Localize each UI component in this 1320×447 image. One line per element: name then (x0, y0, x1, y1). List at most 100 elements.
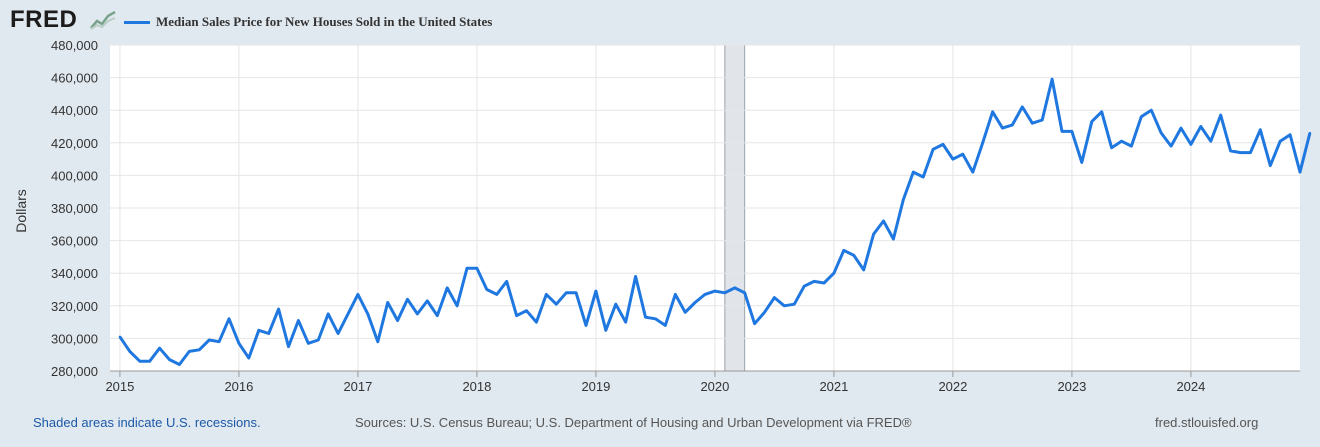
data-point[interactable] (614, 302, 617, 306)
data-point[interactable] (138, 360, 141, 363)
data-point[interactable] (1070, 130, 1074, 133)
data-point[interactable] (842, 249, 846, 252)
data-point[interactable] (1298, 170, 1302, 174)
data-point[interactable] (336, 332, 340, 335)
data-point[interactable] (892, 237, 895, 241)
data-point[interactable] (743, 291, 746, 294)
data-point[interactable] (346, 312, 350, 316)
data-point[interactable] (1021, 105, 1024, 109)
data-point[interactable] (227, 317, 231, 321)
data-point[interactable] (356, 293, 360, 296)
data-point[interactable] (971, 170, 974, 174)
data-point[interactable] (495, 293, 498, 296)
data-point[interactable] (981, 141, 984, 144)
data-point[interactable] (931, 148, 935, 151)
data-point[interactable] (535, 320, 538, 324)
data-point[interactable] (574, 291, 578, 294)
data-point[interactable] (961, 153, 965, 156)
data-point[interactable] (654, 317, 657, 321)
data-point[interactable] (376, 340, 379, 343)
data-point[interactable] (307, 342, 310, 345)
data-point[interactable] (991, 110, 994, 114)
data-point[interactable] (862, 268, 865, 272)
data-point[interactable] (644, 316, 647, 319)
data-point[interactable] (604, 329, 608, 332)
data-point[interactable] (287, 345, 290, 348)
data-point[interactable] (1110, 146, 1113, 149)
data-point[interactable] (485, 288, 489, 291)
data-point[interactable] (525, 309, 528, 312)
data-point[interactable] (1040, 118, 1044, 122)
data-point[interactable] (733, 286, 736, 290)
data-point[interactable] (168, 358, 171, 361)
data-point[interactable] (555, 302, 558, 306)
data-point[interactable] (426, 299, 429, 303)
data-point[interactable] (396, 319, 399, 322)
data-point[interactable] (515, 314, 518, 317)
data-point[interactable] (1159, 131, 1163, 135)
data-point[interactable] (634, 275, 637, 278)
data-point[interactable] (872, 232, 875, 236)
data-point[interactable] (1308, 131, 1312, 135)
data-point[interactable] (1249, 151, 1252, 154)
data-point[interactable] (773, 296, 776, 299)
data-point[interactable] (198, 348, 201, 352)
data-point[interactable] (207, 338, 211, 342)
data-point[interactable] (128, 350, 132, 353)
data-point[interactable] (118, 335, 122, 338)
data-point[interactable] (1259, 128, 1262, 131)
data-point[interactable] (1031, 122, 1034, 125)
data-point[interactable] (753, 322, 756, 325)
data-point[interactable] (416, 312, 419, 316)
data-point[interactable] (723, 291, 727, 294)
data-point[interactable] (436, 314, 439, 317)
data-point[interactable] (1169, 144, 1173, 148)
data-point[interactable] (247, 356, 251, 360)
data-point[interactable] (683, 311, 687, 314)
recession-note[interactable]: Shaded areas indicate U.S. recessions. (33, 415, 261, 430)
data-point[interactable] (882, 219, 885, 223)
data-point[interactable] (793, 302, 796, 306)
data-point[interactable] (912, 170, 915, 174)
data-point[interactable] (763, 311, 766, 314)
data-point[interactable] (822, 281, 826, 285)
data-point[interactable] (158, 346, 161, 350)
data-point[interactable] (1209, 139, 1212, 143)
data-point[interactable] (505, 280, 508, 283)
data-point[interactable] (1080, 161, 1084, 164)
data-point[interactable] (624, 320, 627, 324)
data-point[interactable] (1130, 144, 1133, 148)
data-point[interactable] (277, 307, 280, 311)
data-point[interactable] (1229, 149, 1232, 153)
data-point[interactable] (386, 301, 389, 304)
data-point[interactable] (664, 324, 667, 327)
data-point[interactable] (1269, 164, 1272, 167)
data-point[interactable] (812, 280, 816, 283)
data-point[interactable] (832, 272, 836, 275)
data-point[interactable] (445, 286, 449, 290)
data-point[interactable] (1239, 151, 1242, 154)
data-point[interactable] (1219, 113, 1222, 117)
data-point[interactable] (783, 304, 786, 307)
data-point[interactable] (188, 350, 191, 353)
data-point[interactable] (267, 332, 270, 335)
data-point[interactable] (317, 338, 320, 342)
data-point[interactable] (1199, 125, 1203, 128)
data-point[interactable] (326, 312, 330, 316)
data-point[interactable] (366, 312, 370, 316)
data-point[interactable] (1100, 110, 1103, 114)
data-point[interactable] (148, 360, 151, 363)
data-point[interactable] (297, 319, 300, 322)
data-point[interactable] (545, 293, 548, 296)
data-point[interactable] (455, 304, 459, 307)
data-point[interactable] (951, 157, 955, 161)
data-point[interactable] (465, 267, 469, 270)
data-point[interactable] (594, 289, 598, 293)
data-point[interactable] (703, 293, 707, 296)
data-point[interactable] (693, 301, 697, 304)
data-point[interactable] (713, 289, 717, 293)
data-point[interactable] (941, 143, 945, 146)
data-point[interactable] (921, 175, 925, 179)
data-point[interactable] (584, 324, 588, 327)
site-link[interactable]: fred.stlouisfed.org (1155, 415, 1259, 430)
